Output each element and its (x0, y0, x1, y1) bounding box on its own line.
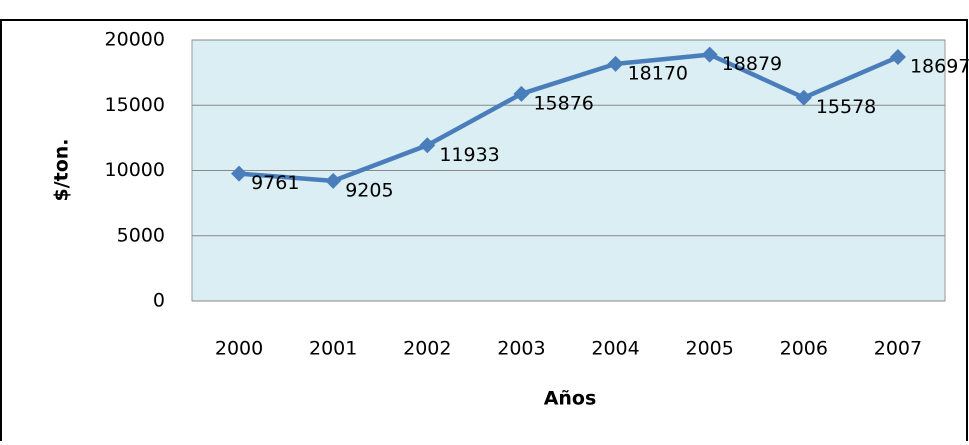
data-point (231, 165, 248, 182)
data-label: 9761 (251, 172, 299, 194)
x-tick-label: 2005 (686, 338, 734, 360)
x-tick-label: 2007 (874, 338, 922, 360)
x-tick-label: 2002 (403, 338, 451, 360)
data-point (607, 55, 624, 72)
x-tick-label: 2004 (591, 338, 639, 360)
data-point (325, 172, 342, 189)
y-tick-label: 0 (153, 290, 165, 312)
y-tick-label: 20000 (105, 29, 165, 51)
x-tick-label: 2006 (780, 338, 828, 360)
y-tick-label: 15000 (105, 94, 165, 116)
y-tick-label: 10000 (105, 159, 165, 181)
data-label: 11933 (439, 144, 499, 166)
data-point (419, 137, 436, 154)
data-label: 18879 (722, 53, 782, 75)
data-label: 9205 (345, 179, 393, 201)
data-label: 15876 (533, 92, 593, 114)
data-label: 15578 (816, 96, 876, 118)
y-tick-label: 5000 (117, 224, 165, 246)
x-tick-label: 2001 (309, 338, 357, 360)
y-axis-label: $/ton. (51, 138, 73, 201)
data-point (795, 89, 812, 106)
x-axis-label: Años (544, 388, 597, 410)
x-tick-label: 2000 (215, 338, 263, 360)
data-label: 18697 (910, 56, 969, 78)
data-label: 18170 (628, 62, 688, 84)
data-line (238, 52, 899, 184)
data-point (701, 46, 718, 63)
x-tick-label: 2003 (497, 338, 545, 360)
data-point (513, 85, 530, 102)
data-point (889, 49, 906, 66)
